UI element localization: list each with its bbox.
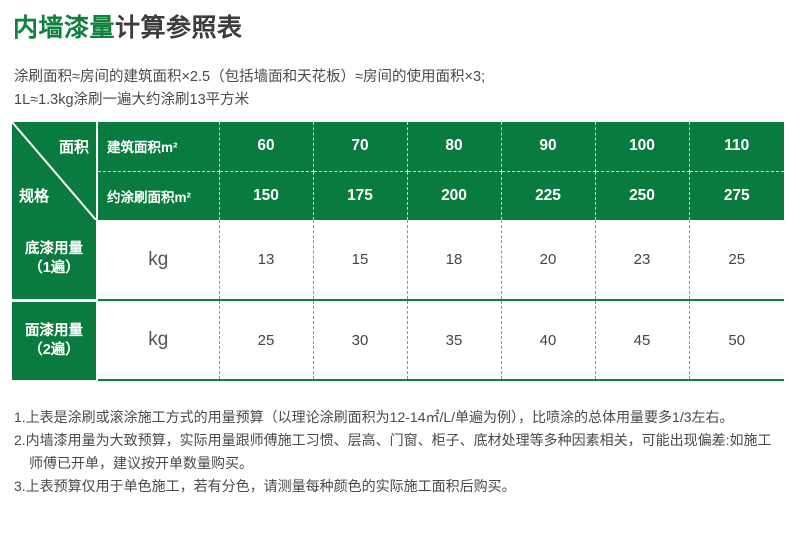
header-cell-building-area-4: 100 [595,122,690,172]
header-row-1: 面积 规格 建筑面积m² 60 70 80 90 100 110 [12,122,784,220]
cell-primer-1: 15 [313,220,408,301]
row-label-topcoat-line2: （2遍） [28,341,80,358]
footnote-1: 1.上表是涂刷或滚涂施工方式的用量预算（以理论涂刷面积为12-14㎡/L/单遍为… [14,409,734,425]
header-cell-coating-area-2: 200 [407,171,502,220]
cell-primer-5: 25 [689,220,784,301]
page-title: 内墙漆量计算参照表 [13,8,243,44]
row-label-primer-line2: （1遍） [28,260,80,277]
header-cell-building-area-5: 110 [689,122,784,172]
header-cell-coating-area-3: 225 [501,171,596,220]
row-label-topcoat-line1: 面漆用量 [25,322,83,339]
corner-diagonal-cell: 面积 规格 [12,122,98,220]
cell-primer-2: 18 [407,220,502,301]
table: 面积 规格 建筑面积m² 60 70 80 90 100 110 约涂刷面积m²… [12,122,784,381]
corner-label-spec: 规格 [19,188,50,205]
intro-line-2: 1L≈1.3kg涂刷一遍大约涂刷13平方米 [14,92,250,108]
table-row: 底漆用量 （1遍） kg 13 15 18 20 23 25 [12,220,784,302]
footnote-2: 2.内墙漆用量为大致预算，实际用量跟师傅施工习惯、层高、门窗、柜子、底材处理等多… [14,432,772,471]
row-label-primer: 底漆用量 （1遍） [12,220,98,302]
header-cell-coating-area-5: 275 [689,171,784,220]
diagonal-divider-icon [12,122,96,220]
row-unit-primer: kg [97,220,220,301]
cell-primer-4: 23 [595,220,690,301]
header-cell-building-area-3: 90 [501,122,596,172]
row-label-topcoat: 面漆用量 （2遍） [12,300,98,380]
cell-topcoat-2: 35 [407,300,502,381]
cell-topcoat-0: 25 [219,300,314,381]
header-cell-coating-area-4: 250 [595,171,690,220]
cell-topcoat-4: 45 [595,300,690,381]
header-cell-building-area-0: 60 [219,122,314,172]
table-row: 面漆用量 （2遍） kg 25 30 35 40 45 50 [12,300,784,381]
intro-text: 涂刷面积≈房间的建筑面积×2.5（包括墙面和天花板）≈房间的使用面积×3; 1L… [14,66,485,112]
cell-topcoat-5: 50 [689,300,784,381]
intro-line-1: 涂刷面积≈房间的建筑面积×2.5（包括墙面和天花板）≈房间的使用面积×3; [14,69,486,85]
header-label-coating-area: 约涂刷面积m² [97,171,220,220]
footnote-3: 3.上表预算仅用于单色施工，若有分色，请测量每种颜色的实际施工面积后购买。 [14,478,516,494]
page-title-green: 内墙漆量 [13,14,116,42]
paint-quantity-table: 面积 规格 建筑面积m² 60 70 80 90 100 110 约涂刷面积m²… [12,122,784,381]
cell-topcoat-1: 30 [313,300,408,381]
header-cell-building-area-1: 70 [313,122,408,172]
corner-label-area: 面积 [58,139,89,156]
cell-primer-0: 13 [219,220,314,301]
cell-topcoat-3: 40 [501,300,596,381]
header-cell-coating-area-1: 175 [313,171,408,220]
header-cell-coating-area-0: 150 [219,171,314,220]
header-row-2: 约涂刷面积m² 150 175 200 225 250 275 [12,171,784,220]
footnotes: 1.上表是涂刷或滚涂施工方式的用量预算（以理论涂刷面积为12-14㎡/L/单遍为… [14,406,780,498]
cell-primer-3: 20 [501,220,596,301]
header-cell-building-area-2: 80 [407,122,502,172]
row-label-primer-line1: 底漆用量 [25,241,83,258]
page-title-dark: 计算参照表 [115,14,243,42]
row-unit-topcoat: kg [97,300,220,381]
header-label-building-area: 建筑面积m² [97,122,220,172]
